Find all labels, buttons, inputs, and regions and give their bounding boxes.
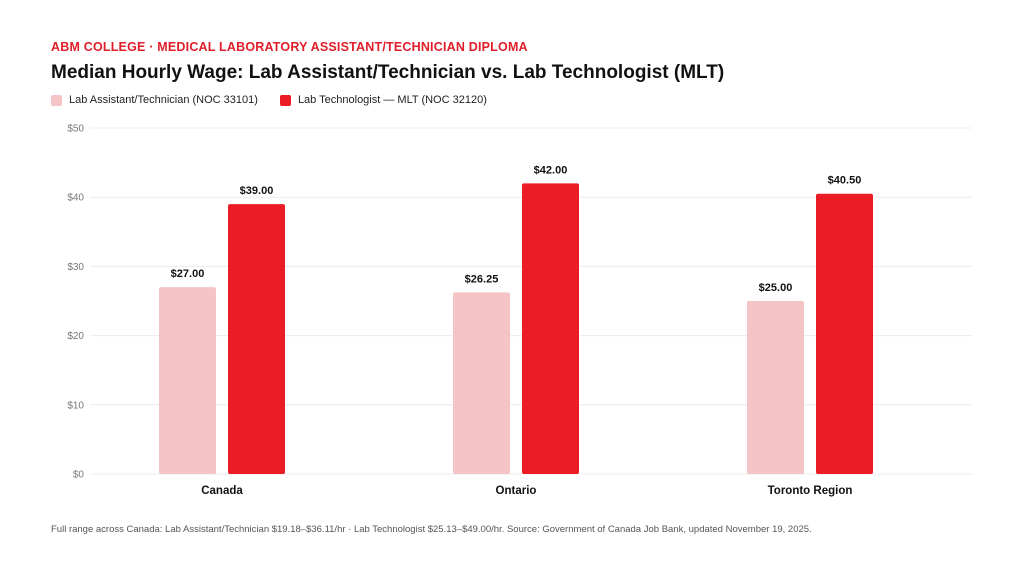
- data-label: $40.50: [828, 175, 862, 187]
- chart-title: Median Hourly Wage: Lab Assistant/Techni…: [51, 62, 725, 83]
- y-tick-label: $40: [67, 193, 84, 204]
- bar: [816, 193, 873, 475]
- data-label: $42.00: [534, 164, 568, 176]
- x-tick-label: Canada: [201, 485, 243, 497]
- y-tick-label: $50: [67, 124, 84, 135]
- chart-legend: Lab Assistant/Technician (NOC 33101) Lab…: [51, 94, 487, 106]
- y-tick-label: $30: [67, 262, 84, 273]
- y-tick-label: $10: [67, 400, 84, 411]
- bar: [159, 287, 216, 474]
- legend-label-technologist: Lab Technologist — MLT (NOC 32120): [297, 94, 487, 106]
- data-label: $27.00: [171, 268, 205, 280]
- x-tick-label: Ontario: [496, 485, 537, 497]
- y-tick-label: $20: [67, 331, 84, 342]
- x-tick-label: Toronto Region: [768, 485, 853, 497]
- bar: [453, 292, 510, 474]
- legend-item-assistant: Lab Assistant/Technician (NOC 33101): [51, 94, 258, 106]
- legend-label-assistant: Lab Assistant/Technician (NOC 33101): [69, 94, 258, 106]
- legend-swatch-technologist: [279, 94, 291, 106]
- chart-eyebrow: ABM COLLEGE · MEDICAL LABORATORY ASSISTA…: [51, 40, 528, 54]
- bar: [747, 301, 804, 474]
- data-label: $39.00: [240, 185, 274, 197]
- data-label: $25.00: [759, 282, 793, 294]
- legend-item-technologist: Lab Technologist — MLT (NOC 32120): [279, 94, 487, 106]
- chart-footnote: Full range across Canada: Lab Assistant/…: [51, 524, 812, 535]
- bar: [522, 183, 579, 475]
- data-label: $26.25: [465, 273, 499, 285]
- legend-swatch-assistant: [51, 94, 62, 106]
- bar: [228, 204, 285, 474]
- y-tick-label: $0: [73, 470, 85, 481]
